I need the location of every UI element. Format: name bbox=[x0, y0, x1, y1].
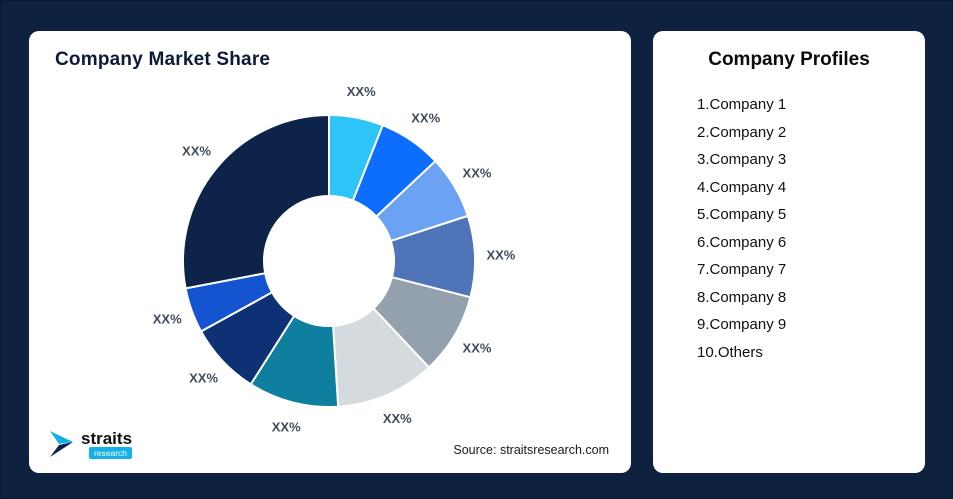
profile-item: 5.Company 5 bbox=[697, 206, 787, 223]
market-share-card: Company Market Share XX% XX% XX% XX% XX% XX% X… bbox=[29, 31, 631, 473]
slice-label: XX% bbox=[189, 371, 218, 386]
slice-label: XX% bbox=[486, 248, 515, 263]
company-profiles-card: Company Profiles 1.Company 1 2.Company 2 3… bbox=[653, 31, 925, 473]
profile-item: 10.Others bbox=[697, 343, 763, 361]
slice-label: XX% bbox=[411, 111, 440, 126]
logo-text: straits research bbox=[81, 428, 133, 459]
straits-logo-icon bbox=[50, 431, 73, 457]
slice-label: XX% bbox=[463, 341, 492, 356]
slice-label: XX% bbox=[272, 420, 301, 435]
profile-item: 6.Company 6 bbox=[697, 233, 787, 251]
logo-sub: research bbox=[88, 446, 133, 459]
profile-item: 7.Company 7 bbox=[697, 261, 787, 278]
slice-label: XX% bbox=[383, 411, 412, 426]
profile-item: 4.Company 4 bbox=[697, 178, 787, 196]
profiles-title: Company Profiles bbox=[708, 49, 870, 70]
slice-label: XX% bbox=[463, 165, 492, 180]
chart-title: Company Market Share bbox=[55, 49, 271, 70]
profile-item: 9.Company 9 bbox=[697, 316, 787, 333]
slice-label: XX% bbox=[182, 143, 211, 158]
straits-research-logo: straits research bbox=[49, 428, 133, 459]
profile-item: 8.Company 8 bbox=[697, 288, 787, 306]
profiles-list: 1.Company 1 2.Company 2 3.Company 3 4.Compa… bbox=[697, 91, 925, 366]
profile-item: 3.Company 3 bbox=[697, 151, 787, 168]
source-attribution: Source: straitsresearch.com bbox=[453, 443, 609, 457]
donut-slice-others bbox=[182, 114, 330, 290]
profile-item: 2.Company 2 bbox=[697, 123, 787, 141]
slice-label: XX% bbox=[347, 84, 376, 99]
donut-chart: XX% XX% XX% XX% XX% XX% XX% XX% XX% XX% bbox=[153, 84, 516, 435]
slice-label: XX% bbox=[153, 311, 182, 326]
profile-item: 1.Company 1 bbox=[697, 96, 787, 113]
logo-name: straits bbox=[81, 428, 133, 448]
